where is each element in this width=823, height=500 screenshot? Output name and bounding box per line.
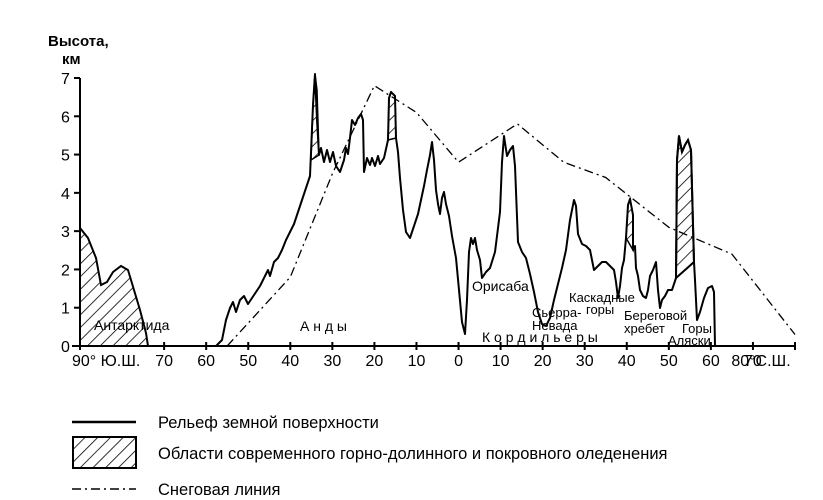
label-orizaba: Орисаба	[472, 278, 529, 294]
label-sierra-nevada-1: Сьерра-	[532, 305, 581, 320]
legend-snowline-label: Снеговая линия	[158, 481, 280, 499]
x-tick-label: 20	[534, 353, 552, 370]
label-antarctica: Антарктида	[94, 317, 170, 333]
x-tick-label: 40	[281, 353, 299, 370]
legend-glaciation-label: Области современного горно-долинного и п…	[158, 445, 668, 463]
x-tick-label: 30	[576, 353, 594, 370]
label-cordilleras: К о р д и л ь е р ы	[482, 329, 598, 345]
relief-line	[215, 73, 716, 347]
y-tick-label: 7	[61, 71, 70, 88]
x-tick-label: 50	[239, 353, 257, 370]
x-tick-label: 10	[492, 353, 510, 370]
x-tick-label: 40	[618, 353, 636, 370]
x-axis-ticks: 90° Ю.Ш. 70 60 50 40 30 20 10 0 10 20 30 40 50 60 7080°…	[72, 342, 796, 370]
label-sierra-nevada-2: Невада	[532, 318, 578, 333]
legend-relief-label: Рельеф земной поверхности	[158, 414, 379, 432]
x-tick-label: 30	[323, 353, 341, 370]
y-tick-label: 4	[61, 186, 70, 203]
y-tick-label: 3	[61, 224, 70, 241]
x-tick-label: 0	[454, 353, 463, 370]
y-tick-label: 2	[61, 262, 70, 279]
x-tick-label: 20	[366, 353, 384, 370]
y-axis-label-line1: Высота,	[48, 33, 109, 50]
label-cascades-2: горы	[586, 302, 614, 317]
y-tick-label: 0	[61, 339, 70, 356]
y-tick-label: 5	[61, 148, 70, 165]
x-tick-label: 60	[197, 353, 215, 370]
legend-glaciation-swatch	[72, 436, 137, 469]
label-coast-range-1: Береговой	[624, 308, 687, 323]
x-tick-label: 70	[155, 353, 173, 370]
glaciation-antarctica	[79, 225, 150, 347]
x-tick-label: 80°С.Ш.	[731, 353, 790, 370]
x-tick-label: 70	[744, 353, 762, 370]
y-tick-label: 1	[61, 301, 70, 318]
label-cascades-1: Каскадные	[569, 290, 635, 305]
label-coast-range-2: хребет	[624, 321, 665, 336]
x-tick-label: 90° Ю.Ш.	[72, 353, 140, 370]
y-tick-label: 6	[61, 109, 70, 126]
snow-line	[226, 84, 796, 347]
y-axis-ticks: 0 1 2 3 4 5 6 7	[61, 71, 80, 356]
x-tick-label: 50	[660, 353, 678, 370]
label-andes: А н д ы	[300, 318, 347, 334]
y-axis-label-line2: км	[62, 51, 81, 68]
x-tick-label: 60	[702, 353, 720, 370]
label-alaska-2: Аляски	[668, 333, 711, 348]
x-tick-label: 10	[408, 353, 426, 370]
label-alaska-1: Горы	[682, 321, 712, 336]
